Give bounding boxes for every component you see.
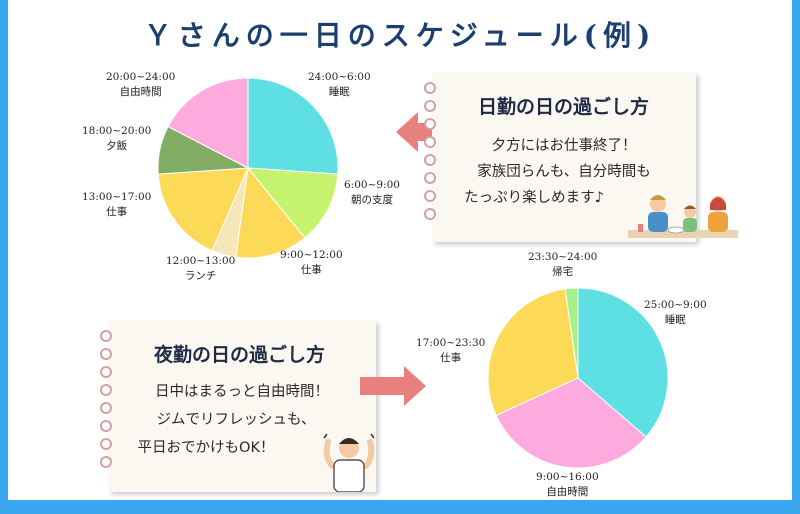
- day-shift-pie-chart: [157, 77, 339, 259]
- notebook-rings: [100, 330, 116, 474]
- slice-activity: 自由時間: [119, 86, 162, 98]
- day-label-dinner: 18:00~20:00 夕飯: [82, 124, 151, 154]
- day-note-line-3: たっぷり楽しめます♪: [464, 190, 604, 206]
- slice-time: 20:00~24:00: [106, 71, 176, 83]
- slice-activity: ランチ: [184, 270, 217, 282]
- slice-time: 6:00~9:00: [344, 179, 400, 191]
- day-label-prep: 6:00~9:00 朝の支度: [344, 178, 400, 208]
- flexing-man-illustration: [323, 433, 375, 492]
- day-shift-slice-2: [235, 166, 306, 259]
- day-shift-slice-6: [167, 77, 249, 169]
- day-note-heading: 日勤の日の過ごし方: [478, 96, 650, 118]
- day-shift-slice-0: [247, 77, 339, 175]
- slice-activity: 夕飯: [106, 140, 128, 152]
- slice-time: 24:00~6:00: [308, 71, 371, 83]
- day-label-work-pm: 13:00~17:00 仕事: [82, 190, 151, 220]
- infographic-panel: Ｙさんの一日のスケジュール(例) 24:00~6:00 睡眠 6:00~9:00…: [8, 0, 792, 500]
- night-shift-slice-2: [487, 288, 579, 417]
- night-note-line-1: 日中はまるっと自由時間！: [155, 384, 329, 400]
- slice-time: 9:00~12:00: [280, 249, 343, 261]
- left-arrow-icon: [396, 112, 462, 152]
- day-shift-note-card: 日勤の日の過ごし方 夕方にはお仕事終了！ 家族団らんも、自分時間も たっぷり楽し…: [424, 72, 696, 242]
- day-label-work-am: 9:00~12:00 仕事: [280, 248, 343, 278]
- day-label-lunch: 12:00~13:00 ランチ: [166, 254, 235, 284]
- slice-time: 25:00~9:00: [644, 299, 707, 311]
- day-note-line-1: 夕方にはお仕事終了！: [491, 138, 637, 154]
- night-shift-slice-3: [564, 287, 579, 379]
- night-shift-pie-chart: [487, 287, 669, 469]
- night-shift-slice-1: [495, 377, 647, 469]
- slice-activity: 朝の支度: [350, 194, 393, 206]
- day-label-sleep: 24:00~6:00 睡眠: [308, 70, 371, 100]
- night-label-free: 9:00~16:00 自由時間: [536, 470, 599, 500]
- slice-time: 23:30~24:00: [528, 251, 598, 263]
- night-note-line-2: ジムでリフレッシュも、: [156, 412, 316, 428]
- day-label-free: 20:00~24:00 自由時間: [106, 70, 175, 100]
- slice-activity: 仕事: [440, 352, 462, 364]
- day-shift-slice-1: [246, 167, 339, 239]
- night-note-line-3: 平日おでかけもOK！: [137, 440, 275, 456]
- night-label-work: 17:00~23:30 仕事: [416, 336, 485, 366]
- slice-time: 13:00~17:00: [82, 191, 152, 203]
- slice-time: 12:00~13:00: [166, 255, 236, 267]
- slice-time: 18:00~20:00: [82, 125, 152, 137]
- page-title: Ｙさんの一日のスケジュール(例): [143, 19, 657, 52]
- day-note-line-2: 家族団らんも、自分時間も: [477, 164, 651, 180]
- notebook-rings: [424, 82, 440, 226]
- night-shift-slice-0: [577, 287, 669, 438]
- family-dinner-illustration: [628, 195, 738, 238]
- right-arrow-icon: [360, 366, 426, 406]
- slice-activity: 睡眠: [328, 86, 350, 98]
- slice-activity: 自由時間: [546, 486, 589, 498]
- night-label-home: 23:30~24:00 帰宅: [528, 250, 597, 280]
- slice-activity: 睡眠: [664, 314, 686, 326]
- slice-time: 17:00~23:30: [416, 337, 486, 349]
- day-shift-slice-4: [157, 167, 249, 252]
- slice-activity: 仕事: [300, 264, 322, 276]
- night-label-sleep: 25:00~9:00 睡眠: [644, 298, 707, 328]
- slice-activity: 仕事: [106, 206, 128, 218]
- night-shift-note-card: 夜勤の日の過ごし方 日中はまるっと自由時間！ ジムでリフレッシュも、 平日おでか…: [100, 320, 376, 492]
- slice-time: 9:00~16:00: [536, 471, 599, 483]
- night-note-heading: 夜勤の日の過ごし方: [154, 344, 326, 366]
- slice-activity: 帰宅: [552, 266, 574, 278]
